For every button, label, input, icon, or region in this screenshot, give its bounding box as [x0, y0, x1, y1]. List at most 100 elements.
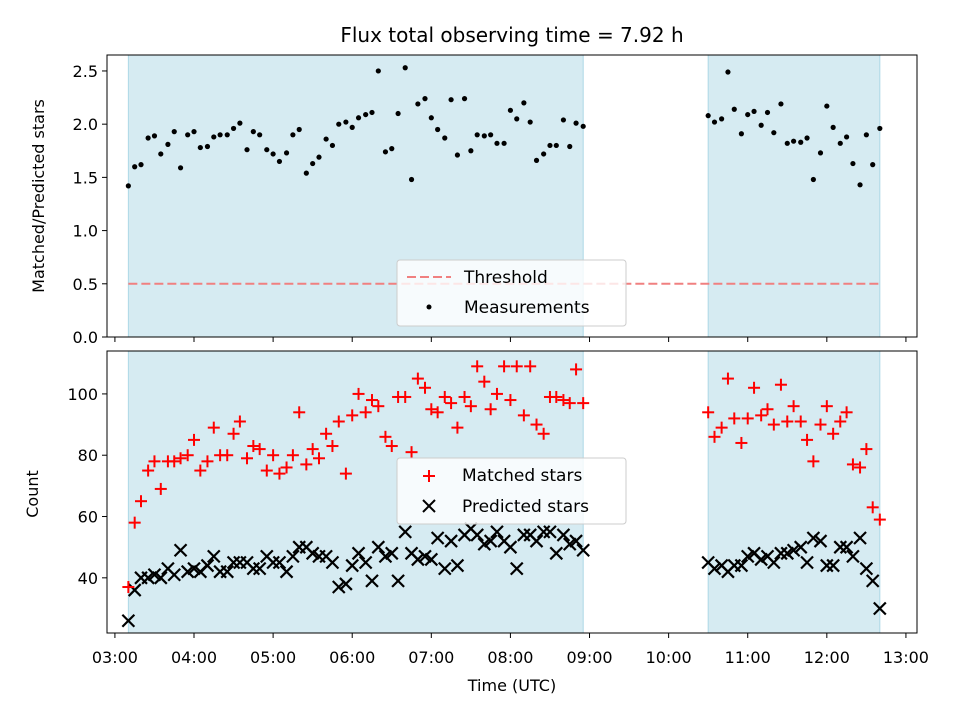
measurement-point	[527, 119, 533, 125]
measurement-point	[422, 96, 428, 102]
y-tick-label: 0.0	[73, 328, 98, 347]
matched-star-marker	[142, 464, 155, 477]
measurement-point	[560, 117, 567, 123]
matched-star-marker	[168, 455, 181, 468]
predicted-star-marker	[806, 531, 821, 545]
measurement-point	[547, 142, 553, 149]
predicted-star-marker	[384, 546, 399, 561]
matched-star-marker	[458, 390, 471, 403]
measurement-point	[151, 133, 158, 139]
matched-star-marker	[873, 513, 886, 526]
matched-star-marker	[735, 436, 748, 449]
matched-star-marker	[767, 418, 780, 431]
measurement-point	[494, 140, 500, 146]
matched-star-marker	[207, 421, 220, 434]
predicted-star-marker	[173, 543, 188, 558]
matched-star-marker	[801, 433, 814, 446]
measurement-point	[758, 122, 764, 128]
measurement-point	[191, 129, 197, 135]
matched-star-marker	[794, 415, 807, 428]
predicted-star-marker	[509, 561, 524, 576]
measurement-point	[363, 111, 369, 118]
matched-star-marker	[280, 461, 293, 474]
matched-star-marker	[332, 415, 345, 428]
top-axes-frame	[106, 54, 918, 338]
measurement-point	[145, 135, 151, 141]
matched-star-marker	[741, 412, 754, 425]
measurement-point	[382, 149, 389, 155]
measurement-point	[541, 151, 547, 157]
predicted-star-marker	[424, 552, 439, 567]
predicted-star-marker	[833, 540, 848, 554]
matched-star-marker	[510, 360, 523, 373]
measurement-point	[257, 132, 263, 138]
x-tick-label: 09:00	[566, 648, 612, 667]
predicted-star-marker	[865, 574, 880, 588]
predicted-star-marker	[371, 540, 386, 554]
matched-star-marker	[188, 433, 201, 446]
predicted-star-marker	[450, 558, 465, 573]
measurement-point	[870, 162, 876, 168]
matched-star-marker	[247, 440, 260, 453]
predicted-star-marker	[839, 540, 854, 554]
measurement-point	[843, 134, 850, 140]
predicted-star-marker	[800, 555, 814, 570]
predicted-star-marker	[345, 558, 359, 573]
measurement-legend-swatch	[426, 304, 432, 310]
measurement-point	[224, 132, 230, 138]
matched-star-marker	[761, 403, 774, 416]
x-tick-label: 08:00	[487, 648, 533, 667]
matched-star-marker	[293, 406, 306, 419]
predicted-star-marker	[793, 540, 808, 554]
measurement-point	[132, 164, 138, 170]
matched-star-marker	[201, 455, 214, 468]
matched-star-marker	[820, 400, 833, 413]
matched-star-marker	[866, 501, 879, 514]
measurement-point	[553, 142, 559, 149]
matched-star-markers	[122, 360, 886, 594]
predicted-star-marker	[786, 543, 801, 558]
y-tick-label: 40	[78, 569, 98, 588]
predicted-star-marker	[266, 555, 280, 570]
bottom-axes-frame	[106, 350, 918, 634]
matched-star-marker	[774, 378, 787, 391]
matched-star-marker	[860, 443, 873, 456]
measurement-point	[725, 69, 731, 75]
measurement-point	[488, 132, 494, 138]
measurement-point	[389, 146, 395, 152]
predicted-star-marker	[576, 543, 590, 558]
measurement-point	[276, 158, 283, 165]
predicted-star-marker	[167, 567, 182, 582]
matched-star-marker	[221, 449, 234, 462]
measurement-point	[580, 123, 586, 129]
matched-star-marker	[194, 464, 207, 477]
y-tick-label: 60	[78, 508, 98, 527]
measurement-point	[237, 120, 243, 126]
predicted-star-marker	[490, 525, 504, 539]
measurement-point	[316, 154, 322, 160]
matched-star-marker	[728, 412, 741, 425]
measurement-point	[375, 68, 381, 74]
predicted-star-marker	[430, 531, 445, 545]
predicted-star-marker	[121, 613, 136, 628]
measurement-point	[270, 151, 276, 157]
bottom-y-ticks: 40 60 80 100	[67, 385, 107, 588]
predicted-star-marker	[286, 549, 300, 564]
measurement-point	[250, 129, 256, 135]
matched-star-marker	[557, 394, 570, 407]
predicted-star-marker	[339, 577, 353, 591]
measurement-point	[415, 101, 421, 107]
matched-star-marker	[306, 443, 319, 456]
measurement-point	[731, 106, 737, 112]
measurement-point	[824, 103, 830, 109]
matched-star-marker	[174, 452, 187, 465]
measurement-point	[573, 120, 579, 126]
matched-star-marker	[405, 446, 418, 459]
measurement-point	[244, 147, 250, 153]
measurement-point	[185, 132, 191, 138]
measurement-point	[177, 165, 184, 171]
matched-star-marker	[273, 467, 286, 480]
measurement-point	[428, 115, 434, 121]
measurement-point	[738, 131, 744, 137]
matched-star-marker	[122, 581, 135, 594]
